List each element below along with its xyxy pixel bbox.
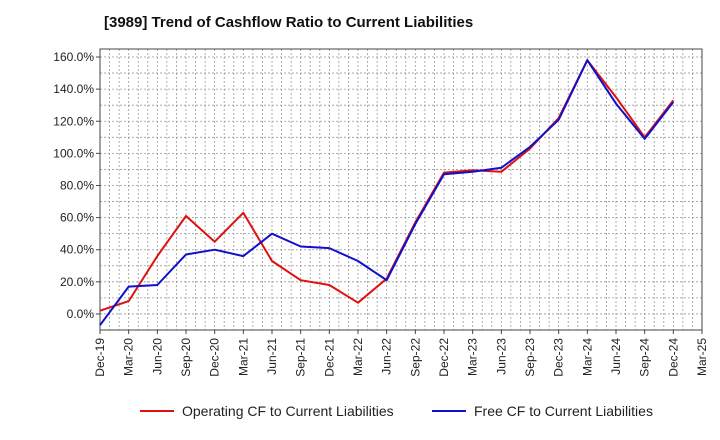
y-tick-label: 80.0%: [60, 178, 94, 192]
y-tick-label: 60.0%: [60, 211, 94, 225]
x-tick-label: Jun-20: [150, 338, 164, 375]
x-tick-label: Jun-24: [609, 338, 623, 375]
chart-title: [3989] Trend of Cashflow Ratio to Curren…: [104, 14, 474, 31]
x-tick-label: Dec-22: [437, 338, 451, 377]
x-tick-label: Mar-23: [466, 338, 480, 376]
x-tick-label: Mar-21: [236, 338, 250, 376]
y-tick-label: 100.0%: [53, 146, 94, 160]
y-tick-label: 20.0%: [60, 275, 94, 289]
x-tick-label: Dec-23: [552, 338, 566, 377]
y-tick-label: 140.0%: [53, 82, 94, 96]
series-line-free: [99, 59, 675, 326]
x-tick-label: Jun-21: [265, 338, 279, 375]
y-tick-label: 0.0%: [67, 307, 95, 321]
plot-border: [99, 48, 703, 331]
x-tick-label: Sep-23: [523, 338, 537, 377]
y-tick-label: 40.0%: [60, 243, 94, 257]
y-tick-label: 120.0%: [53, 114, 94, 128]
x-tick-label: Dec-21: [322, 338, 336, 377]
x-tick-label: Mar-25: [695, 338, 709, 376]
legend-label-free: Free CF to Current Liabilities: [474, 403, 653, 419]
x-tick-label: Dec-20: [208, 338, 222, 377]
x-tick-label: Mar-24: [580, 338, 594, 376]
x-tick-label: Dec-19: [93, 338, 107, 377]
x-tick-label: Mar-20: [122, 338, 136, 376]
plot-area: [100, 49, 702, 330]
x-tick-label: Sep-20: [179, 338, 193, 377]
y-tick-label: 160.0%: [53, 50, 94, 64]
x-tick-label: Mar-22: [351, 338, 365, 376]
x-tick-label: Jun-23: [494, 338, 508, 375]
x-tick-label: Sep-22: [408, 338, 422, 377]
x-tick-label: Sep-24: [638, 338, 652, 377]
legend-label-operating: Operating CF to Current Liabilities: [182, 403, 394, 419]
x-tick-label: Jun-22: [380, 338, 394, 375]
x-tick-label: Dec-24: [666, 338, 680, 377]
x-tick-label: Sep-21: [294, 338, 308, 377]
